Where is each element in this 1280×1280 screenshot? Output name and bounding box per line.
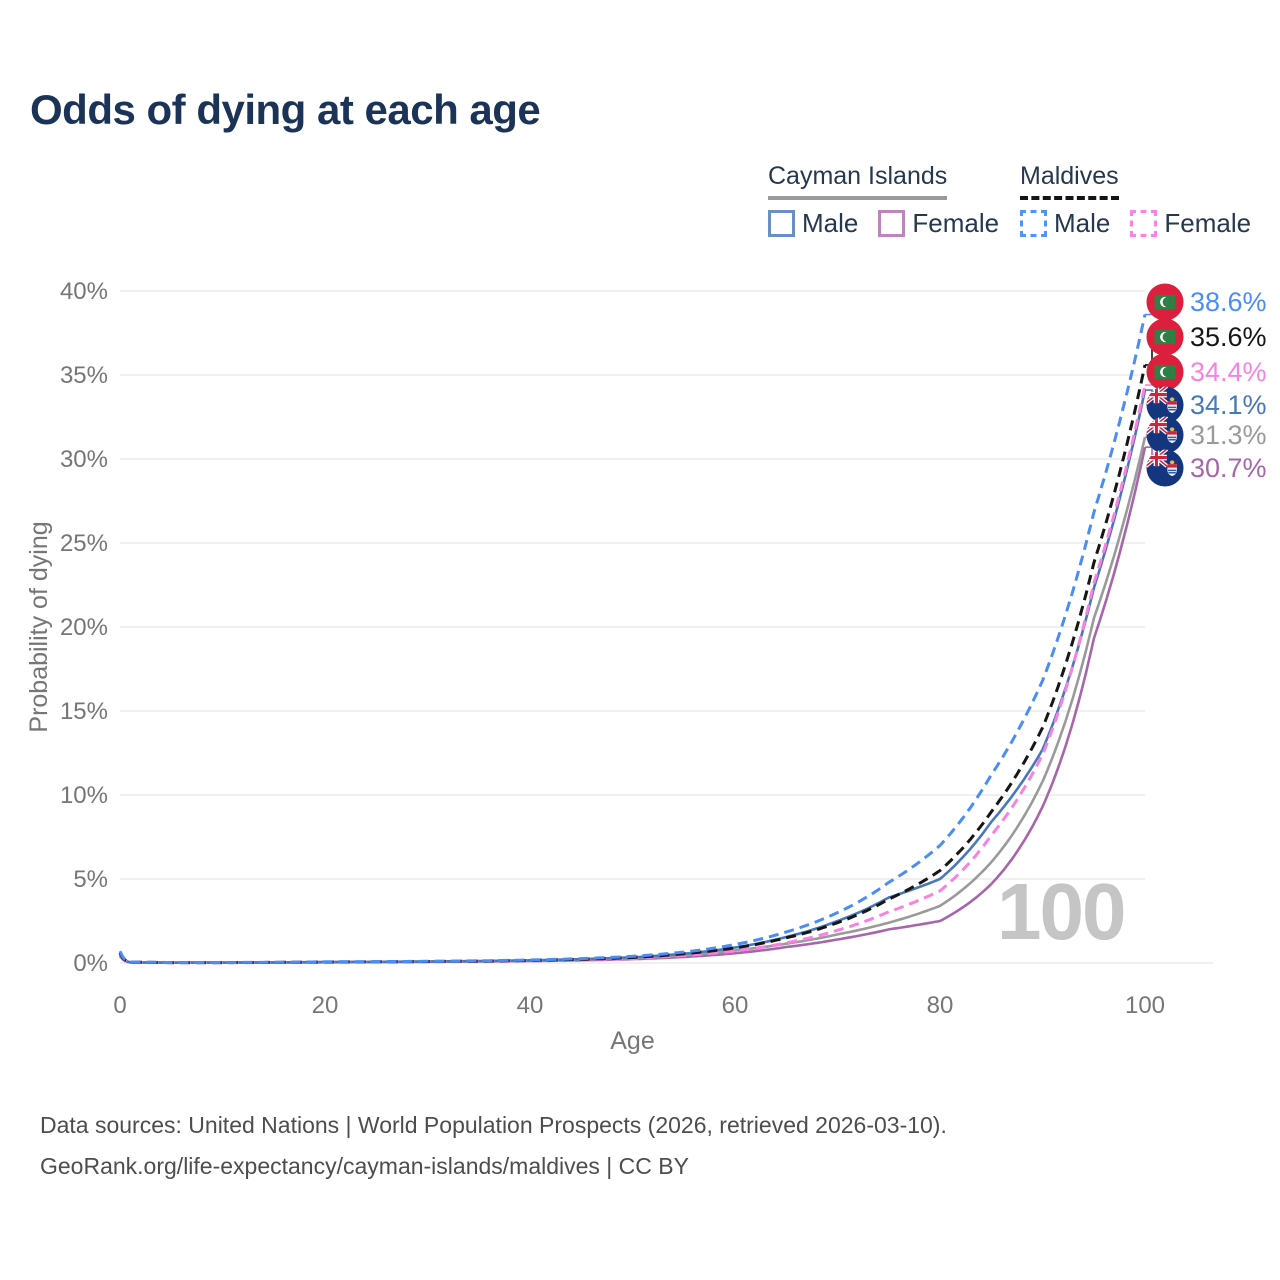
- age-counter-watermark: 100: [997, 867, 1126, 956]
- maldives-flag-icon: [1146, 283, 1184, 321]
- maldives-flag-icon: [1146, 318, 1184, 356]
- x-axis-title: Age: [610, 1027, 654, 1055]
- maldives-male-swatch-icon: [1020, 209, 1047, 237]
- end-label-maldives-female: 34.4%: [1146, 353, 1267, 391]
- y-tick-label: 35%: [60, 362, 108, 389]
- legend-label-cayman-male: Male: [802, 207, 859, 238]
- footer: Data sources: United Nations | World Pop…: [40, 1105, 947, 1187]
- legend-country-maldives: Maldives: [1020, 162, 1119, 200]
- legend-group-maldives: Maldives Male Female: [1020, 162, 1251, 239]
- page-title: Odds of dying at each age: [30, 86, 541, 133]
- footer-url: GeoRank.org/life-expectancy/cayman-islan…: [40, 1153, 689, 1179]
- end-label-maldives: 35.6%: [1146, 318, 1267, 356]
- y-tick-label: 10%: [60, 782, 108, 809]
- y-tick-label: 25%: [60, 530, 108, 557]
- x-tick-label: 40: [517, 992, 544, 1019]
- legend: Cayman Islands Male Female Maldives Male: [0, 162, 1280, 247]
- x-tick-label: 80: [927, 992, 954, 1019]
- cayman-female-swatch-icon: [878, 209, 906, 237]
- y-tick-label: 40%: [60, 278, 108, 305]
- series-line: [118, 314, 1147, 964]
- y-tick-label: 20%: [60, 614, 108, 641]
- cayman-islands-flag-icon: [1146, 449, 1184, 487]
- x-tick-label: 100: [1125, 992, 1165, 1019]
- legend-toggle-maldives-female[interactable]: Female: [1130, 208, 1251, 239]
- end-label-value: 34.1%: [1190, 390, 1267, 420]
- legend-toggle-cayman-female[interactable]: Female: [878, 208, 999, 239]
- y-tick-label: 0%: [73, 950, 108, 977]
- end-label-maldives-male: 38.6%: [1146, 283, 1267, 321]
- end-label-cayman-islands-male: 34.1%: [1146, 386, 1267, 424]
- maldives-flag-icon: [1146, 353, 1184, 391]
- cayman-islands-flag-icon: [1146, 416, 1184, 454]
- end-label-value: 34.4%: [1190, 357, 1267, 387]
- maldives-female-swatch-icon: [1130, 209, 1158, 237]
- legend-items-cayman: Male Female: [768, 208, 999, 239]
- series-line: [118, 364, 1147, 965]
- legend-toggle-maldives-male[interactable]: Male: [1020, 208, 1110, 239]
- end-label-value: 31.3%: [1190, 420, 1267, 450]
- x-tick-label: 20: [312, 992, 339, 1019]
- legend-items-maldives: Male Female: [1020, 208, 1251, 239]
- series-line: [119, 446, 1147, 964]
- end-label-cayman-islands: 31.3%: [1146, 416, 1267, 454]
- legend-toggle-cayman-male[interactable]: Male: [768, 208, 858, 239]
- end-label-cayman-islands-female: 30.7%: [1146, 449, 1267, 487]
- end-label-value: 30.7%: [1190, 453, 1267, 483]
- legend-label-cayman-female: Female: [912, 207, 1000, 238]
- y-tick-label: 15%: [60, 698, 108, 725]
- y-tick-label: 5%: [73, 866, 108, 893]
- y-tick-label: 30%: [60, 446, 108, 473]
- y-axis-title: Probability of dying: [25, 521, 53, 732]
- x-tick-label: 60: [722, 992, 749, 1019]
- legend-label-maldives-female: Female: [1164, 207, 1252, 238]
- end-label-value: 35.6%: [1190, 322, 1267, 352]
- cayman-male-swatch-icon: [768, 209, 795, 237]
- series-line: [118, 384, 1147, 965]
- legend-label-maldives-male: Male: [1054, 207, 1111, 238]
- end-label-value: 38.6%: [1190, 287, 1267, 317]
- x-tick-label: 0: [113, 992, 126, 1019]
- series-line: [118, 389, 1147, 964]
- legend-group-cayman-islands: Cayman Islands Male Female: [768, 162, 999, 239]
- legend-country-cayman-islands: Cayman Islands: [768, 162, 948, 200]
- footer-data-sources: Data sources: United Nations | World Pop…: [40, 1112, 947, 1138]
